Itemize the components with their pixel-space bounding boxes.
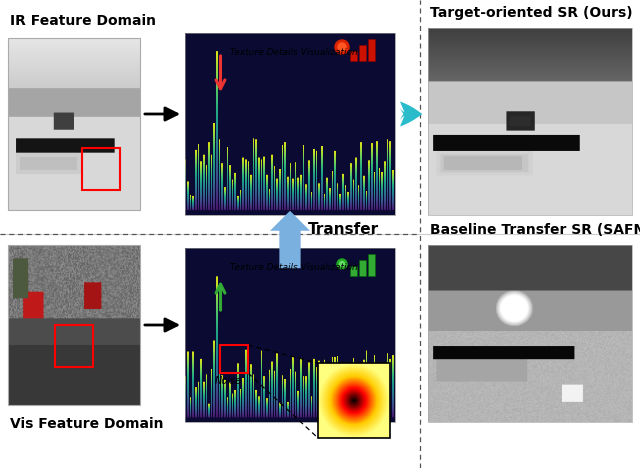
Bar (185, 33, 395, 215)
Bar (82, 148, 120, 190)
Bar (350, 266, 357, 276)
Bar (368, 39, 375, 61)
Bar (368, 254, 375, 276)
Circle shape (338, 43, 346, 51)
Bar (359, 260, 366, 276)
Bar (185, 248, 395, 422)
Text: Noise: Noise (215, 376, 242, 386)
Text: Transfer: Transfer (308, 222, 379, 237)
Bar (220, 345, 248, 373)
Text: Vis Feature Domain: Vis Feature Domain (10, 417, 163, 431)
Circle shape (339, 262, 344, 266)
Bar (428, 245, 632, 422)
Text: Baseline Transfer SR (SAFMN): Baseline Transfer SR (SAFMN) (430, 223, 640, 237)
Bar (350, 51, 357, 61)
Text: Texture Details Visualization: Texture Details Visualization (230, 48, 358, 57)
Text: Texture Details Visualization: Texture Details Visualization (230, 263, 358, 272)
Bar (8, 245, 140, 405)
Circle shape (335, 40, 349, 54)
Circle shape (337, 259, 347, 269)
Bar (359, 45, 366, 61)
Bar (8, 38, 140, 210)
Bar (318, 363, 390, 438)
Text: IR Feature Domain: IR Feature Domain (10, 14, 156, 28)
Text: Target-oriented SR (Ours): Target-oriented SR (Ours) (430, 6, 632, 20)
Bar (428, 28, 632, 215)
Bar (55, 325, 93, 367)
